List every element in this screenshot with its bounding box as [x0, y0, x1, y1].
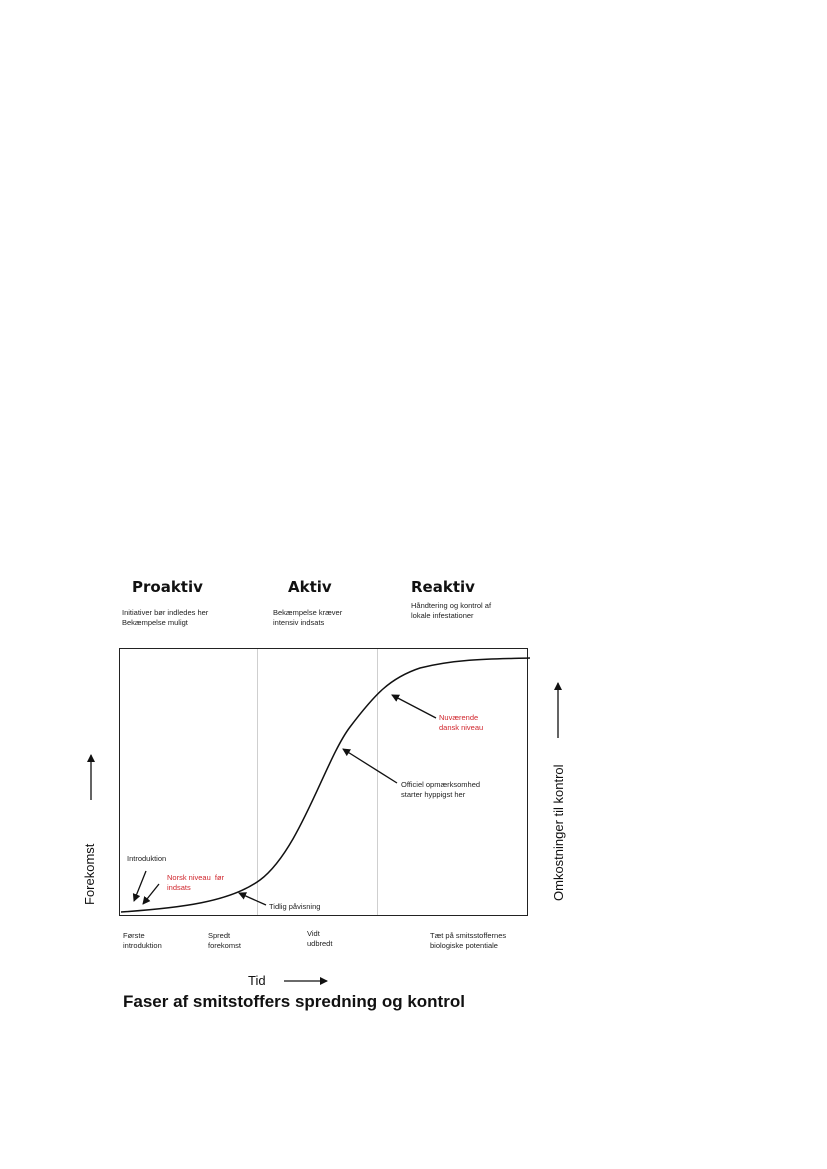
y-axis-left-label: Forekomst [82, 843, 97, 905]
arrow-danish-level [391, 694, 437, 719]
arrow-early-detection [238, 892, 267, 906]
plot-frame [119, 648, 528, 916]
y-axis-right-label: Omkostninger til kontrol [551, 764, 566, 901]
stage-widespread: Vidt udbredt [307, 929, 333, 948]
stage-saturated: Tæt på smitsstoffernes biologiske potent… [430, 931, 507, 950]
label-norwegian-level: Norsk niveau før indsats [167, 873, 225, 892]
label-official-attention: Officiel opmærksomhed starter hyppigst h… [401, 780, 481, 799]
label-danish-level: Nuværende dansk niveau [439, 713, 484, 732]
invasion-curve [120, 657, 531, 913]
phase-title-proaktiv: Proaktiv [132, 578, 203, 596]
arrow-official-attention [342, 748, 398, 784]
phase-desc-reaktiv: Håndtering og kontrol af lokale infestat… [411, 601, 492, 620]
x-axis-label: Tid [248, 973, 266, 988]
stage-scattered: Spredt forekomst [208, 931, 241, 950]
label-introduction: Introduktion [127, 854, 167, 863]
figure-caption: Faser af smitstoffers spredning og kontr… [123, 992, 465, 1011]
arrow-introduction-2 [142, 883, 160, 905]
phase-desc-aktiv: Bekæmpelse kræver intensiv indsats [273, 608, 343, 627]
phase-title-reaktiv: Reaktiv [411, 578, 475, 596]
arrow-introduction-1 [132, 870, 147, 902]
phase-divider-2 [377, 649, 378, 915]
label-early-detection: Tidlig påvisning [269, 902, 321, 911]
stage-first-introduction: Første introduktion [123, 931, 162, 950]
phase-divider-1 [257, 649, 258, 915]
phase-title-aktiv: Aktiv [288, 578, 332, 596]
phase-desc-proaktiv: Initiativer bør indledes her Bekæmpelse … [122, 608, 209, 627]
